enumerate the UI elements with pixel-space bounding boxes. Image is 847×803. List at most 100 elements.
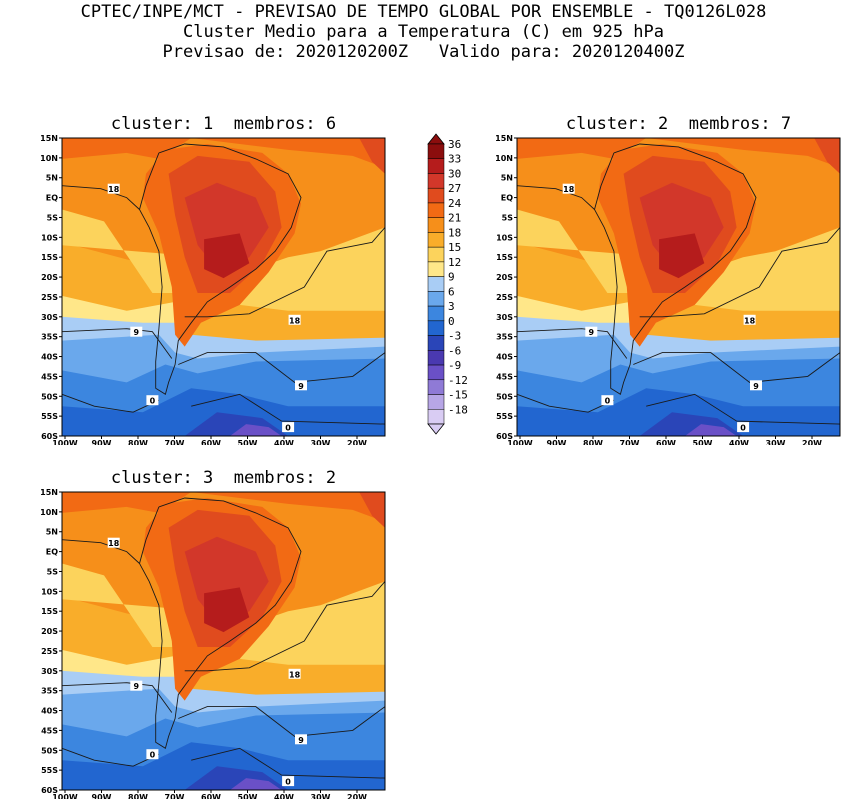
lon-tick-label: 20W (347, 793, 367, 799)
lat-tick-label: 55S (41, 412, 58, 421)
contour-label-bg (130, 680, 143, 691)
contour-label-bg (585, 326, 598, 337)
lat-tick-label: 5N (501, 174, 513, 183)
contour-label: 18 (108, 185, 120, 194)
temperature-map-2: 18 18 9 9 0 0 15N 10N 5N EQ 5S 10S 15S 20S 25S 30S 35S 40… (495, 134, 841, 445)
colorbar-label: 36 (448, 138, 461, 151)
lat-tick-label: 10N (495, 154, 513, 163)
band-15-18-east (694, 227, 840, 311)
contour-0-east (191, 747, 386, 779)
band-0-3 (517, 388, 840, 436)
lat-tick-label: 15S (496, 253, 513, 262)
contour-label-bg (130, 326, 143, 337)
colorbar-label: 24 (448, 197, 462, 210)
lat-tick-label: 40S (41, 353, 58, 362)
lat-tick-label: 15S (41, 607, 58, 616)
colorbar-swatch (427, 158, 445, 174)
lat-tick-label: 5S (502, 213, 514, 222)
band-neg9 (230, 778, 282, 790)
lon-tick-label: 70W (620, 439, 640, 445)
band-15-18-east (239, 227, 385, 311)
lat-tick-label: 25S (41, 647, 58, 656)
contour-9-east (178, 706, 386, 737)
contour-18-east (639, 227, 841, 318)
contour-label: 9 (753, 382, 759, 391)
band-15-18-east (239, 581, 385, 665)
colorbar-label: 0 (448, 315, 455, 328)
lon-tick-label: 30W (766, 439, 786, 445)
contour-18-east (184, 227, 386, 318)
colorbar-label: 3 (448, 300, 455, 313)
colorbar-label: 6 (448, 285, 455, 298)
band-neg9 (685, 424, 737, 436)
colorbar-label: 30 (448, 167, 461, 180)
colorbar-swatch (427, 261, 445, 277)
coastline (139, 143, 302, 396)
lon-tick-label: 90W (92, 439, 112, 445)
colorbar-swatch (427, 305, 445, 322)
colorbar-label: -9 (448, 359, 461, 372)
map-frame (61, 137, 386, 437)
lon-tick-label: 20W (802, 439, 822, 445)
colorbar-swatch (427, 335, 445, 351)
lat-tick-label: 15N (40, 134, 58, 143)
colorbar-label: 18 (448, 226, 461, 239)
colorbar-label: -3 (448, 330, 461, 343)
contour-label: 18 (563, 185, 575, 194)
lat-tick-label: 40S (496, 353, 513, 362)
panel-2-title: cluster: 2 membros: 7 (565, 114, 792, 134)
figure-title-line1: CPTEC/INPE/MCT - PREVISAO DE TEMPO GLOBA… (80, 2, 767, 22)
contour-label: 0 (285, 778, 291, 787)
continent-band-33-36 (204, 233, 250, 279)
colorbar-swatch (427, 143, 445, 159)
lon-tick-label: 100W (52, 793, 78, 799)
contour-label: 0 (740, 424, 746, 433)
colorbar-label: 12 (448, 256, 461, 269)
panel-3-map: 18 18 9 9 0 0 15N 10N 5N EQ 5S 10S 15S 20S 25S 30S 35S 40… (0, 484, 400, 799)
contour-label-bg (601, 395, 614, 406)
temperature-map-1: 18 18 9 9 0 0 15N 10N 5N EQ 5S 10S 15S 20S 25S 30S 35S 40… (40, 134, 386, 445)
panel-2-map: 18 18 9 9 0 0 15N 10N 5N EQ 5S 10S 15S 20S 25S 30S 35S 40… (455, 130, 847, 445)
lat-tick-label: 30S (41, 313, 58, 322)
panel-1-map: 18 18 9 9 0 0 15N 10N 5N EQ 5S 10S 15S 20S 25S 30S 35S 40… (0, 130, 400, 445)
lat-tick-label: 10S (41, 233, 58, 242)
contour-label-bg (295, 380, 307, 391)
colorbar: 36 33 30 27 24 21 18 15 12 9 6 3 0 -3 -6 -9 -12 -15 -18 (418, 130, 478, 445)
lon-tick-label: 30W (311, 793, 331, 799)
lat-tick-label: 15S (41, 253, 58, 262)
contour-label: 9 (298, 736, 304, 745)
contour-9-east (633, 352, 841, 383)
contour-0-east (191, 393, 386, 425)
lat-tick-label: EQ (46, 194, 58, 203)
colorbar-label: 33 (448, 153, 461, 166)
lat-tick-label: EQ (46, 548, 58, 557)
lat-tick-label: 60S (41, 786, 58, 795)
colorbar-swatch (427, 173, 445, 189)
colorbar-swatch (427, 350, 445, 366)
lat-tick-label: 15N (495, 134, 513, 143)
contour-label-bg (295, 734, 307, 745)
contour-label: 9 (134, 682, 140, 691)
colorbar-label: -18 (448, 403, 468, 416)
lat-tick-label: 45S (41, 726, 58, 735)
colorbar-top-arrow (427, 133, 445, 145)
colorbar-swatch (427, 394, 445, 410)
lat-tick-label: 50S (41, 746, 58, 755)
contour-label: 9 (589, 328, 595, 337)
colorbar-swatch (427, 291, 445, 307)
contour-label-bg (282, 422, 295, 433)
lon-tick-label: 70W (165, 793, 185, 799)
lat-tick-label: 35S (496, 333, 513, 342)
contour-label-bg (146, 395, 159, 406)
figure-title-line2: Cluster Medio para a Temperatura (C) em … (182, 22, 665, 42)
contour-label: 18 (744, 316, 756, 325)
contour-label: 0 (150, 751, 156, 760)
north-band-24 (517, 138, 840, 168)
contour-label: 9 (298, 382, 304, 391)
band-15-18 (517, 209, 685, 347)
contour-label: 18 (289, 316, 301, 325)
lat-tick-label: 50S (496, 392, 513, 401)
figure-title-line3: Previsao de: 2020120200Z Valido para: 20… (162, 42, 685, 62)
lon-tick-label: 80W (583, 439, 603, 445)
